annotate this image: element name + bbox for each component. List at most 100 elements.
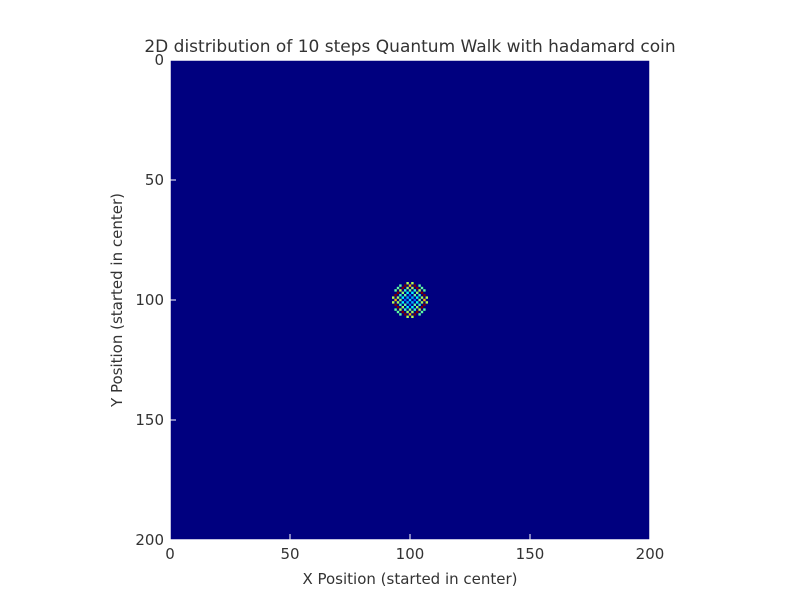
heatmap-cell bbox=[399, 284, 402, 287]
chart-title: 2D distribution of 10 steps Quantum Walk… bbox=[144, 37, 675, 57]
heatmap-cell bbox=[392, 301, 395, 304]
heatmap-cell bbox=[411, 306, 414, 309]
heatmap-cell bbox=[399, 308, 402, 311]
heatmap-cell bbox=[401, 310, 404, 314]
plot-area bbox=[169, 59, 651, 541]
heatmap-cell bbox=[401, 306, 404, 309]
heatmap-cell bbox=[394, 298, 397, 302]
x-tick-label: 200 bbox=[636, 545, 665, 563]
heatmap-cell bbox=[413, 308, 416, 311]
heatmap-cell bbox=[394, 294, 397, 297]
heatmap-cell bbox=[392, 296, 395, 299]
heatmap-cell bbox=[408, 289, 412, 292]
heatmap-cell bbox=[401, 296, 404, 299]
heatmap-cell bbox=[399, 289, 402, 292]
heatmap-cell bbox=[404, 289, 407, 292]
heatmap-cell bbox=[420, 291, 424, 294]
y-tick-label: 150 bbox=[135, 411, 164, 429]
heatmap-cell bbox=[396, 310, 400, 314]
heatmap-cell bbox=[406, 291, 409, 294]
heatmap-cell bbox=[423, 294, 426, 297]
heatmap-cell bbox=[413, 298, 416, 302]
heatmap-cell bbox=[418, 313, 421, 316]
heatmap-cell bbox=[423, 303, 426, 306]
y-tick-label: 50 bbox=[145, 171, 164, 189]
heatmap-cell bbox=[406, 301, 409, 304]
heatmap-cell bbox=[404, 313, 407, 316]
heatmap-cell bbox=[406, 306, 409, 309]
x-axis-label: X Position (started in center) bbox=[302, 570, 517, 588]
heatmap-cell bbox=[423, 298, 426, 302]
heatmap-cell bbox=[406, 310, 409, 314]
x-axis-ticks: 0 50 100 150 200 bbox=[165, 534, 664, 563]
x-tick-label: 100 bbox=[396, 545, 425, 563]
heatmap-cell bbox=[413, 313, 416, 316]
heatmap-cell bbox=[420, 296, 424, 299]
x-tick-label: 0 bbox=[165, 545, 175, 563]
heatmap-cell bbox=[401, 286, 404, 290]
y-axis-ticks: 0 50 100 150 200 bbox=[135, 51, 176, 549]
heatmap-cell bbox=[396, 301, 400, 304]
heatmap-cell bbox=[396, 291, 400, 294]
heatmap-cell bbox=[411, 296, 414, 299]
heatmap-cell bbox=[394, 308, 397, 311]
x-tick-label: 50 bbox=[280, 545, 299, 563]
heatmap-cell bbox=[418, 284, 421, 287]
heatmap-cell bbox=[394, 303, 397, 306]
y-tick-label: 100 bbox=[135, 291, 164, 309]
heatmap-cell bbox=[416, 286, 419, 290]
heatmap-cell bbox=[401, 291, 404, 294]
heatmap-cell bbox=[413, 289, 416, 292]
heatmap-cell bbox=[411, 310, 414, 314]
heatmap-cell bbox=[404, 294, 407, 297]
heatmap-cell bbox=[399, 294, 402, 297]
heatmap-cell bbox=[408, 284, 412, 287]
heatmap-cell bbox=[420, 301, 424, 304]
y-tick-label: 200 bbox=[135, 531, 164, 549]
heatmap-cell bbox=[411, 286, 414, 290]
heatmap-cell bbox=[413, 294, 416, 297]
heatmap-cell bbox=[418, 298, 421, 302]
y-tick-label: 0 bbox=[154, 51, 164, 69]
heatmap-cell bbox=[411, 315, 414, 318]
heatmap-cell bbox=[425, 301, 428, 304]
heatmap-cell bbox=[416, 306, 419, 309]
heatmap-cell bbox=[406, 315, 409, 318]
heatmap-cell bbox=[404, 303, 407, 306]
heatmap-cell bbox=[413, 303, 416, 306]
heatmap-cell bbox=[396, 306, 400, 309]
heatmap-cell bbox=[408, 308, 412, 311]
x-tick-label: 150 bbox=[516, 545, 545, 563]
heatmap-cell bbox=[418, 308, 421, 311]
heatmap-cell bbox=[416, 301, 419, 304]
heatmap-cell bbox=[411, 291, 414, 294]
heatmap-cell bbox=[416, 310, 419, 314]
heatmap-cell bbox=[418, 294, 421, 297]
heatmap-cell bbox=[408, 294, 412, 297]
heatmap-cell bbox=[413, 284, 416, 287]
heatmap-cell bbox=[420, 306, 424, 309]
heatmap-cell bbox=[399, 313, 402, 316]
heatmap-cell bbox=[420, 310, 424, 314]
heatmap-cell bbox=[416, 291, 419, 294]
heatmap-cell bbox=[416, 296, 419, 299]
heatmap-cell bbox=[423, 289, 426, 292]
heatmap-cell bbox=[411, 282, 414, 285]
heatmap-cell bbox=[396, 296, 400, 299]
heatmap-cell bbox=[418, 303, 421, 306]
heatmap-cell bbox=[394, 289, 397, 292]
heatmap-cell bbox=[404, 308, 407, 311]
heatmap-cell bbox=[406, 296, 409, 299]
heatmap-cell bbox=[423, 308, 426, 311]
heatmap-cell bbox=[411, 301, 414, 304]
heatmap-cell bbox=[399, 298, 402, 302]
heatmap-cell bbox=[408, 313, 412, 316]
heatmap-hotspot bbox=[392, 282, 428, 318]
y-axis-label: Y Position (started in center) bbox=[108, 193, 126, 408]
heatmap-cell bbox=[399, 303, 402, 306]
heatmap-cell bbox=[420, 286, 424, 290]
heatmap-cell bbox=[406, 282, 409, 285]
heatmap-cell bbox=[401, 301, 404, 304]
heatmap-cell bbox=[396, 286, 400, 290]
